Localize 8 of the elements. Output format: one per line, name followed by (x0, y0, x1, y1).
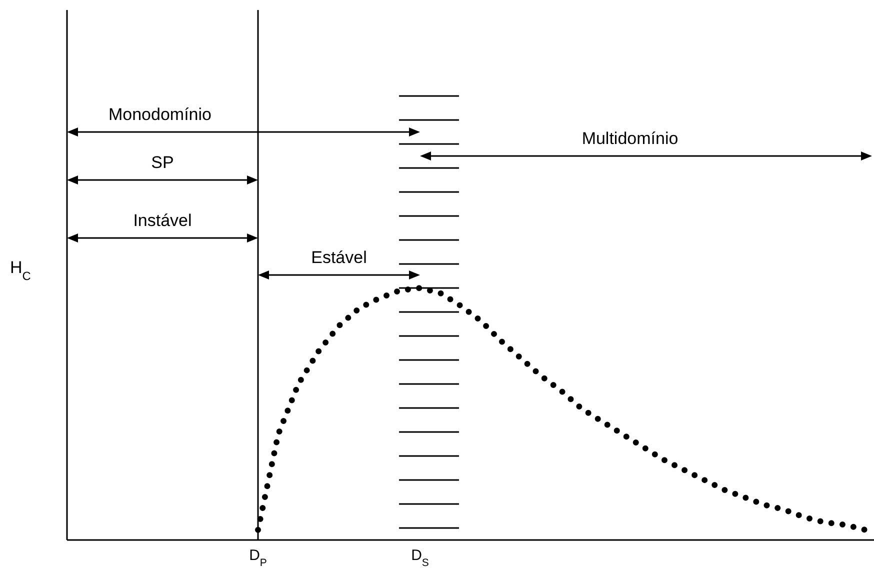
x-tick-label: D$_{P}$ (249, 547, 267, 568)
y-axis-title: H$_{C}$ (10, 258, 32, 283)
text: Monodomínio (108, 105, 212, 124)
text: Estável (311, 248, 367, 267)
text: Multidomínio (582, 129, 678, 148)
x-tick-label: D$_{S}$ (411, 547, 429, 568)
text: Instável (133, 211, 192, 230)
text: SP (151, 153, 174, 172)
